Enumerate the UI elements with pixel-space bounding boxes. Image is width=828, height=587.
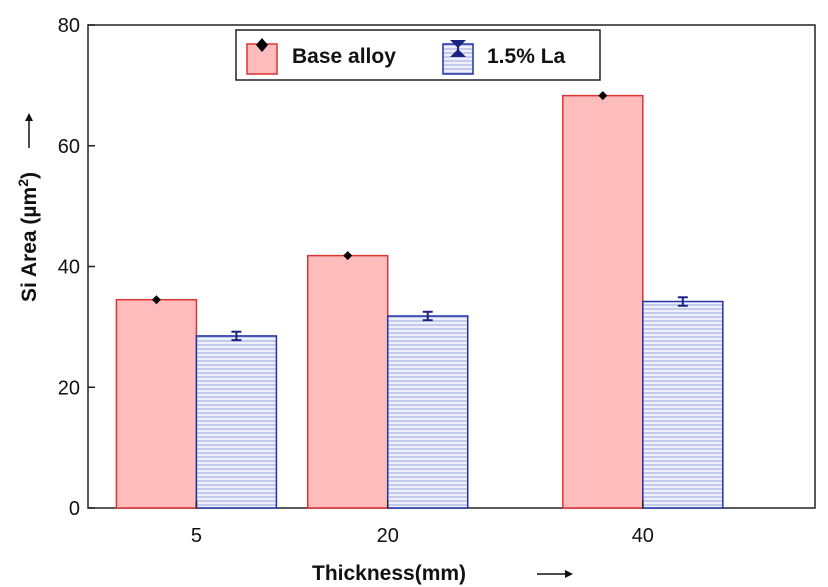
value-marker-diamond [343, 251, 353, 261]
bar-base-alloy [306, 254, 389, 509]
y-axis-arrow-icon [25, 113, 33, 148]
y-axis: 0 20 40 60 80 [58, 15, 95, 520]
error-bar-marker-icon [450, 40, 466, 57]
legend-label-la: 1.5% La [487, 45, 566, 68]
value-markers [151, 91, 688, 342]
x-tick-label: 40 [632, 525, 654, 547]
y-tick-label: 0 [69, 498, 80, 520]
y-axis-title: Si Area (µm2) [15, 172, 41, 302]
value-marker-diamond [151, 295, 161, 305]
x-axis: 5 20 40 [191, 501, 654, 547]
y-tick-label: 40 [58, 257, 80, 279]
bars [115, 94, 724, 509]
y-axis-title-text: Si Area (µm [18, 187, 41, 302]
legend-frame [235, 29, 601, 81]
y-axis-title-sup: 2 [15, 179, 31, 187]
svg-text:Si Area (µm2): Si Area (µm2) [15, 172, 41, 302]
legend: Base alloy 1.5% La [235, 29, 601, 81]
legend-label-base-alloy: Base alloy [292, 45, 396, 68]
bar-la [195, 335, 278, 509]
bar-la [642, 300, 724, 509]
x-axis-title: Thickness(mm) [312, 562, 466, 585]
y-axis-title-close: ) [18, 172, 41, 179]
legend-item-base-alloy: Base alloy [246, 38, 396, 75]
legend-item-la: 1.5% La [442, 40, 566, 75]
bar-base-alloy [562, 94, 644, 509]
y-tick-label: 20 [58, 377, 80, 399]
x-tick-label: 20 [377, 525, 399, 547]
y-tick-label: 60 [58, 136, 80, 158]
bar-la [386, 315, 469, 509]
y-tick-label: 80 [58, 15, 80, 37]
x-tick-label: 5 [191, 525, 202, 547]
diamond-marker-icon [256, 38, 268, 52]
x-axis-arrow-icon [537, 570, 573, 578]
value-marker-diamond [598, 91, 608, 101]
bar-base-alloy [115, 298, 198, 509]
